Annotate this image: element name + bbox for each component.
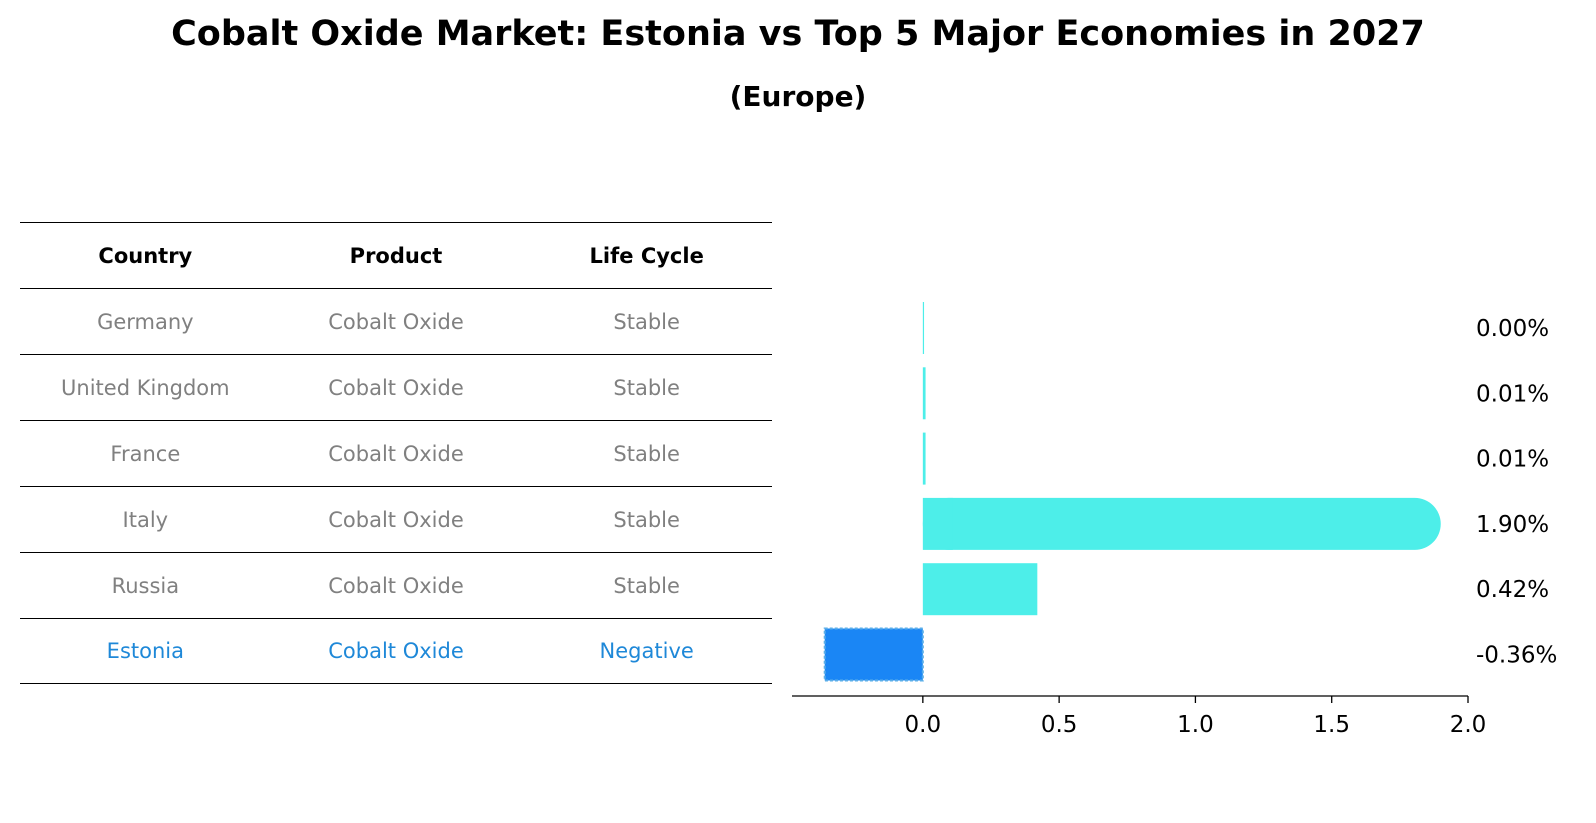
- table-row: France Cobalt Oxide Stable: [20, 420, 772, 486]
- table-row: United Kingdom Cobalt Oxide Stable: [20, 354, 772, 420]
- table-row-highlight: Estonia Cobalt Oxide Negative: [20, 618, 772, 684]
- cell-product: Cobalt Oxide: [328, 507, 464, 532]
- bar-russia: [922, 563, 1038, 616]
- table-header-row: Country Product Life Cycle: [20, 222, 772, 288]
- cell-product: Cobalt Oxide: [328, 375, 464, 400]
- x-tick-label: 0.0: [905, 712, 942, 738]
- x-tick-label: 2.0: [1450, 712, 1487, 738]
- bar-united-kingdom: [922, 367, 926, 420]
- x-tick-label: 0.5: [1041, 712, 1078, 738]
- cell-country: Germany: [97, 309, 194, 334]
- value-label: 0.00%: [1476, 316, 1549, 342]
- chart-title: Cobalt Oxide Market: Estonia vs Top 5 Ma…: [171, 14, 1425, 54]
- cell-life-cycle: Stable: [613, 375, 680, 400]
- cell-product: Cobalt Oxide: [328, 639, 464, 663]
- x-tick-label: 1.0: [1177, 712, 1214, 738]
- x-tick-label: 1.5: [1313, 712, 1350, 738]
- bar-estonia: [823, 627, 924, 682]
- cell-country: Italy: [122, 507, 169, 532]
- chart-subtitle: (Europe): [729, 80, 867, 113]
- table-row: Russia Cobalt Oxide Stable: [20, 552, 772, 618]
- cell-country: United Kingdom: [61, 375, 230, 400]
- bar-germany: [922, 302, 925, 354]
- cell-country: France: [110, 441, 181, 466]
- cell-life-cycle: Stable: [613, 441, 680, 466]
- cell-life-cycle: Stable: [613, 309, 680, 334]
- cell-product: Cobalt Oxide: [328, 309, 464, 334]
- bar-italy-left-cap: [922, 497, 953, 550]
- table-row: Italy Cobalt Oxide Stable: [20, 486, 772, 552]
- bar-france: [922, 432, 926, 485]
- header-life-cycle: Life Cycle: [589, 243, 704, 268]
- header-country: Country: [98, 243, 193, 268]
- value-label: -0.36%: [1476, 643, 1557, 669]
- value-label: 0.01%: [1476, 381, 1549, 407]
- country-table: Country Product Life Cycle Germany Cobal…: [20, 222, 772, 684]
- value-label: 1.90%: [1476, 512, 1549, 538]
- cell-life-cycle: Stable: [613, 573, 680, 598]
- cell-life-cycle: Stable: [613, 507, 680, 532]
- header-product: Product: [349, 243, 443, 268]
- bar-italy: [922, 497, 1441, 550]
- table-row: Germany Cobalt Oxide Stable: [20, 288, 772, 354]
- cell-life-cycle: Negative: [599, 639, 694, 663]
- value-label: 0.42%: [1476, 577, 1549, 603]
- cell-product: Cobalt Oxide: [328, 573, 464, 598]
- cell-product: Cobalt Oxide: [328, 441, 464, 466]
- value-label: 0.01%: [1476, 447, 1549, 473]
- cell-country: Estonia: [106, 639, 184, 663]
- cell-country: Russia: [111, 573, 180, 598]
